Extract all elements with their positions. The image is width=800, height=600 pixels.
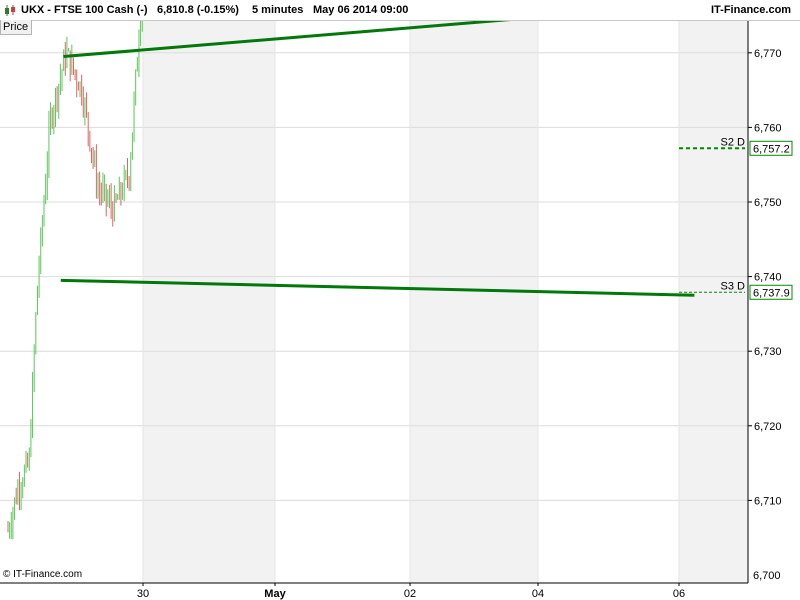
x-tick-label: 06 (673, 588, 685, 600)
session-bands (0, 21, 748, 583)
tab-price[interactable]: Price (0, 20, 33, 35)
x-tick-label: 30 (137, 588, 149, 600)
y-tick-label: 6,700 (753, 570, 781, 582)
instrument-title: UKX - FTSE 100 Cash (-) (21, 4, 148, 16)
pivot-level-name: S2 D (721, 136, 746, 148)
time-axis: 30 May 02 04 06 (0, 582, 748, 600)
pivot-levels: R1 D6,840.3Piv D6,808.4S1 D6,789.1S2 D6,… (679, 136, 793, 300)
timestamp-label: May 06 2014 09:00 (313, 4, 409, 16)
copyright-notice: © IT-Finance.com (3, 569, 83, 580)
plot-area (0, 21, 748, 583)
pivot-level-name: S3 D (721, 280, 746, 292)
pivot-level-value: 6,737.9 (753, 287, 790, 299)
session-band (679, 21, 748, 583)
price-axis: 6,7106,7206,7306,7406,7506,7606,7706,780… (747, 21, 782, 583)
x-tick-label: May (264, 588, 286, 600)
chart-header: UKX - FTSE 100 Cash (-) 6,810.8 (-0.15%)… (0, 0, 800, 21)
x-tick-label: 04 (532, 588, 544, 600)
interval-label: 5 minutes (252, 4, 304, 16)
y-tick-label: 6,730 (754, 346, 782, 358)
pivot-level-value: 6,757.2 (753, 143, 790, 155)
brand-label: IT-Finance.com (711, 4, 792, 16)
y-tick-label: 6,710 (754, 495, 782, 507)
last-price-change: 6,810.8 (-0.15%) (157, 4, 239, 16)
y-tick-label: 6,770 (754, 48, 782, 60)
y-tick-label: 6,760 (754, 122, 782, 134)
pivot-level-tag (749, 140, 793, 156)
x-tick-label: 02 (404, 588, 416, 600)
y-tick-label: 6,740 (754, 272, 782, 284)
session-band (410, 21, 538, 583)
trendline-lower-support (60, 278, 695, 297)
pivot-level-tag (749, 284, 793, 300)
candlestick-logo-icon (5, 5, 15, 16)
y-tick-label: 6,720 (754, 421, 782, 433)
y-tick-label: 6,750 (754, 197, 782, 209)
session-band (143, 21, 275, 583)
